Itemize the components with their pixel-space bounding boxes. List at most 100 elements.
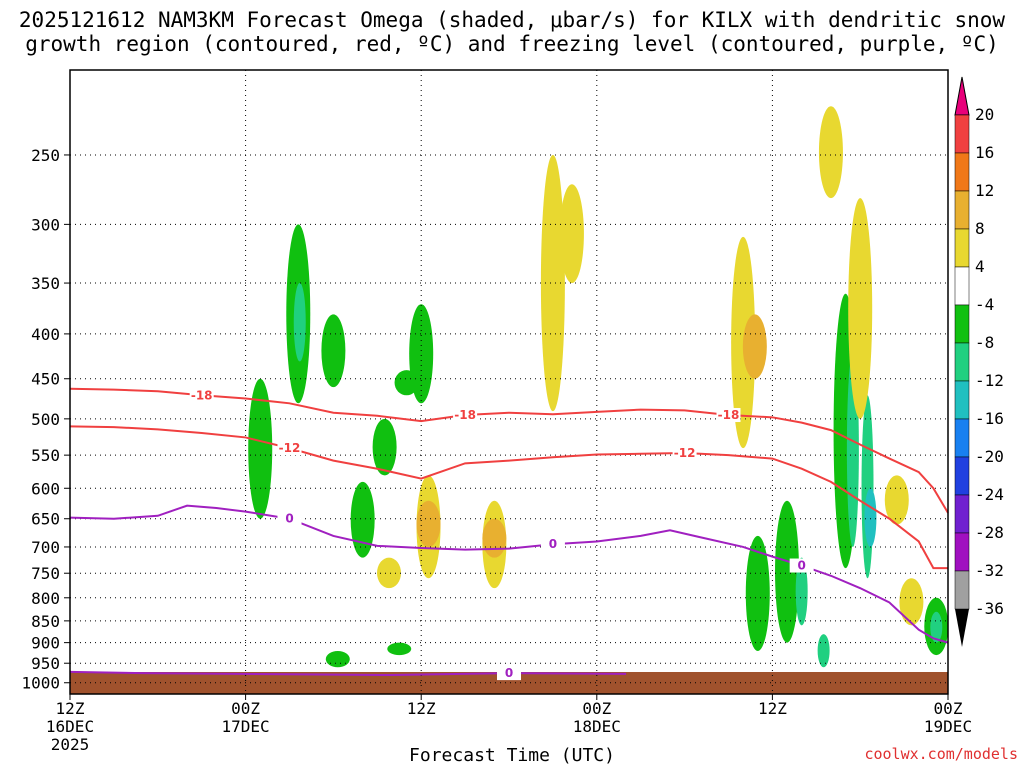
ground-fill xyxy=(70,672,948,694)
colorbar-segment xyxy=(954,228,970,268)
colorbar-segment xyxy=(954,532,970,572)
contour-minus12-label: -12 xyxy=(674,446,696,460)
x-axis-title: Forecast Time (UTC) xyxy=(409,745,615,766)
x-tick-label: 00Z xyxy=(582,699,611,718)
colorbar-label: -16 xyxy=(975,409,1004,428)
contour-minus18-label-bg xyxy=(716,408,741,423)
plot-area xyxy=(70,70,948,694)
contour-minus18-label: -18 xyxy=(454,408,476,422)
colorbar-label: -28 xyxy=(975,523,1004,542)
omega-cell xyxy=(899,578,924,626)
omega-cell xyxy=(745,535,770,652)
x-tick-date: 19DEC xyxy=(924,717,972,736)
omega-cell xyxy=(377,557,402,589)
colorbar-segment xyxy=(954,342,970,382)
omega-cell xyxy=(248,378,273,519)
contour-minus18-label-bg xyxy=(453,408,478,423)
contour-minus12-label-bg xyxy=(672,446,697,461)
contour-freezing-label: 0 xyxy=(549,537,557,551)
omega-cell xyxy=(325,651,350,668)
omega-cell xyxy=(848,198,873,419)
contour-minus18 xyxy=(69,387,949,514)
colorbar-label: -20 xyxy=(975,447,1004,466)
colorbar-segment xyxy=(954,570,970,610)
contour-freezing-label-bg xyxy=(277,511,302,526)
omega-cell xyxy=(416,500,441,547)
y-tick-label: 350 xyxy=(31,274,60,293)
x-tick-date: 18DEC xyxy=(573,717,621,736)
contour-minus18-label: -18 xyxy=(191,388,213,402)
colorbar-label: 4 xyxy=(975,257,985,276)
omega-cell xyxy=(861,395,874,579)
y-tick-label: 550 xyxy=(31,446,60,465)
y-tick-label: 600 xyxy=(31,479,60,498)
credit-text: coolwx.com/models xyxy=(864,745,1018,763)
colorbar-segment xyxy=(954,190,970,230)
colorbar-segment xyxy=(954,456,970,496)
colorbar-label: -12 xyxy=(975,371,1004,390)
contour-freezing-surface-label-bg xyxy=(497,666,521,681)
contour-freezing-surface-label: 0 xyxy=(505,666,513,680)
contour-minus12-label-bg xyxy=(277,441,302,456)
y-tick-label: 800 xyxy=(31,589,60,608)
y-tick-label: 850 xyxy=(31,612,60,631)
contour-minus12-label: -12 xyxy=(279,441,301,455)
omega-cell xyxy=(321,314,346,388)
colorbar-segment xyxy=(954,380,970,420)
contour-freezing-label: 0 xyxy=(797,559,805,573)
y-tick-label: 450 xyxy=(31,370,60,389)
chart-title-line1: 2025121612 NAM3KM Forecast Omega (shaded… xyxy=(18,8,1006,32)
colorbar-label: -24 xyxy=(975,485,1004,504)
y-tick-label: 700 xyxy=(31,538,60,557)
y-axis: 250 300 350 400 450 500 550 600 650 700 750 800 850 9… xyxy=(21,146,70,693)
omega-cell xyxy=(559,184,584,284)
omega-cell xyxy=(817,634,830,668)
omega-cell xyxy=(775,500,800,643)
omega-cell xyxy=(394,370,419,396)
omega-cell xyxy=(930,611,943,643)
colorbar-label: 20 xyxy=(975,105,994,124)
contour-freezing-surface xyxy=(69,670,627,677)
contour-freezing-label-bg xyxy=(540,537,565,552)
colorbar-segment xyxy=(954,266,970,306)
colorbar-segment xyxy=(954,152,970,192)
omega-cell xyxy=(540,154,565,412)
omega-cell xyxy=(482,518,507,558)
contour-freezing-label-bg xyxy=(789,558,814,573)
y-tick-label: 900 xyxy=(31,634,60,653)
colorbar-top-arrow xyxy=(954,76,970,116)
colorbar-label: -4 xyxy=(975,295,994,314)
omega-cell xyxy=(372,418,397,476)
y-tick-label: 650 xyxy=(31,510,60,529)
contour-minus18-label: -18 xyxy=(718,408,740,422)
x-tick-year: 2025 xyxy=(51,735,90,754)
omega-cell xyxy=(864,488,877,547)
colorbar-segment xyxy=(954,304,970,344)
contour-freezing-label: 0 xyxy=(285,512,293,526)
y-tick-label: 950 xyxy=(31,654,60,673)
contour-minus18-label-bg xyxy=(189,388,214,403)
colorbar-label: 8 xyxy=(975,219,985,238)
colorbar-segment xyxy=(954,114,970,154)
contour-lines: -18 -18 -18 -12 -12 0 0 0 0 xyxy=(69,387,949,681)
colorbar-label: -8 xyxy=(975,333,994,352)
colorbar-label: -36 xyxy=(975,599,1004,618)
plot-frame xyxy=(69,69,949,695)
y-tick-label: 250 xyxy=(31,146,60,165)
y-tick-label: 500 xyxy=(31,410,60,429)
x-tick-label: 00Z xyxy=(231,699,260,718)
colorbar-label: -32 xyxy=(975,561,1004,580)
omega-cell xyxy=(818,106,843,199)
x-tick-date: 17DEC xyxy=(222,717,270,736)
colorbar-label: 12 xyxy=(975,181,994,200)
x-tick-label: 12Z xyxy=(56,699,85,718)
colorbar: 20 16 12 8 4 -4 -8 -12 -16 -20 -24 -28 -32 -36 xyxy=(954,76,1004,647)
y-tick-label: 400 xyxy=(31,325,60,344)
omega-cell xyxy=(293,283,306,362)
x-tick-label: 00Z xyxy=(934,699,963,718)
x-tick-date: 16DEC xyxy=(46,717,94,736)
y-tick-label: 1000 xyxy=(21,674,60,693)
omega-cell xyxy=(350,481,375,558)
